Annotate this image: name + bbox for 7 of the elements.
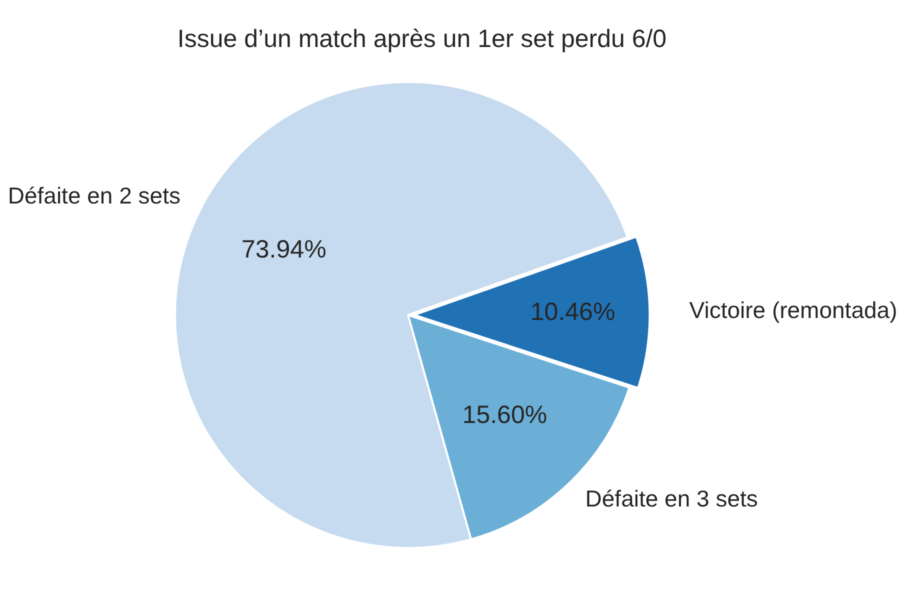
slice-label: Victoire (remontada) <box>689 297 898 324</box>
slice-label: Défaite en 2 sets <box>8 182 180 208</box>
data-label: 73.94% <box>241 236 326 264</box>
data-label: 10.46% <box>530 298 616 326</box>
chart-title: Issue d’un match après un 1er set perdu 6/0 <box>177 24 667 53</box>
slice-label: Défaite en 3 sets <box>585 485 758 512</box>
data-label: 15.60% <box>462 400 548 429</box>
